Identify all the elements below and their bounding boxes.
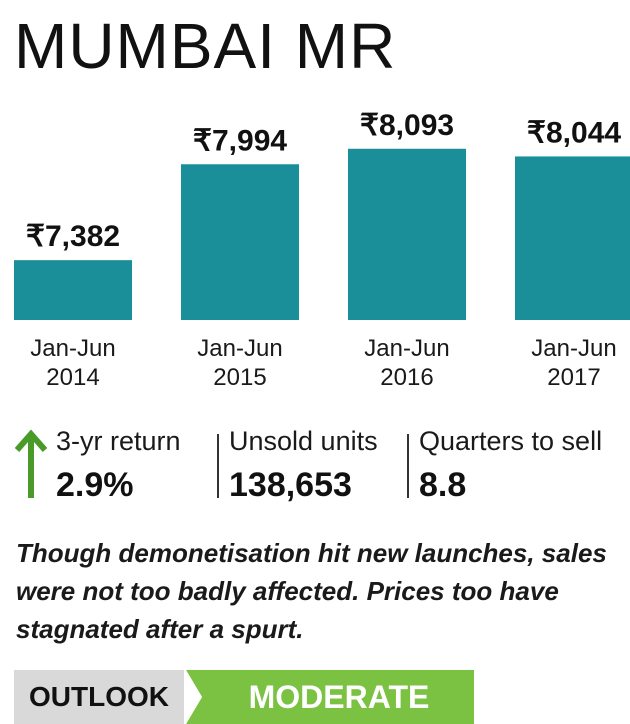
category-label: Jan-Jun [30, 335, 115, 362]
category-label: Jan-Jun [531, 335, 616, 362]
category-label: Jan-Jun [364, 335, 449, 362]
quarters-value: 8.8 [419, 466, 467, 504]
category-label: 2016 [380, 364, 433, 391]
bar-value-label: ₹8,093 [360, 109, 454, 142]
commentary-text: Though demonetisation hit new launches, … [16, 538, 607, 644]
bar-value-label: ₹7,994 [193, 124, 287, 157]
quarters-label: Quarters to sell [419, 426, 603, 456]
chart-title: MUMBAI MR [14, 10, 397, 82]
unsold-value: 138,653 [229, 466, 352, 504]
return-value: 2.9% [56, 466, 134, 504]
return-label: 3-yr return [56, 426, 181, 456]
bar [348, 148, 466, 320]
category-label: 2017 [547, 364, 600, 391]
bar-chart: ₹7,382Jan-Jun2014₹7,994Jan-Jun2015₹8,093… [14, 109, 630, 391]
category-label: 2015 [213, 364, 266, 391]
outlook-label: OUTLOOK [14, 670, 184, 724]
bar [14, 260, 132, 320]
bar [515, 156, 630, 320]
bar-value-label: ₹8,044 [527, 116, 621, 149]
unsold-label: Unsold units [229, 426, 378, 456]
category-label: Jan-Jun [197, 335, 282, 362]
divider [407, 434, 409, 498]
bar-value-label: ₹7,382 [26, 220, 120, 253]
divider [217, 434, 219, 498]
bar [181, 164, 299, 320]
outlook-banner: OUTLOOK MODERATE [14, 670, 474, 724]
stats-row: 3-yr return 2.9% Unsold units 138,653 Qu… [0, 420, 630, 510]
outlook-value: MODERATE [248, 679, 430, 715]
up-arrow-icon [14, 429, 48, 498]
category-label: 2014 [46, 364, 99, 391]
